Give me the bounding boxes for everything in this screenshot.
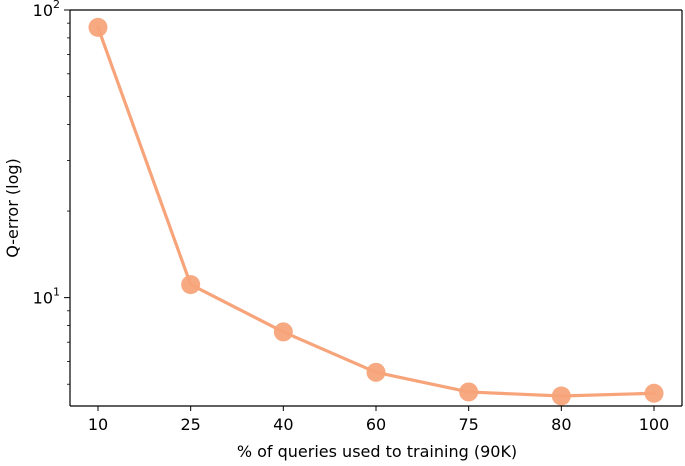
y-tick-label: 102 xyxy=(33,0,60,20)
data-point xyxy=(181,275,201,295)
data-point xyxy=(551,386,571,406)
x-tick-label: 75 xyxy=(458,415,478,434)
data-point xyxy=(459,382,479,402)
data-point xyxy=(273,322,293,342)
data-point xyxy=(644,383,664,403)
axes: 10 25 40 60 75 80 100 101 102 xyxy=(33,0,683,434)
data-point xyxy=(366,362,386,382)
series-line xyxy=(96,25,656,398)
x-tick-label: 10 xyxy=(88,415,108,434)
plot-area xyxy=(88,17,664,406)
y-axis-label: Q-error (log) xyxy=(3,158,22,258)
x-tick-label: 100 xyxy=(639,415,670,434)
x-tick-label: 60 xyxy=(366,415,386,434)
x-tick-label: 25 xyxy=(180,415,200,434)
x-tick-label: 40 xyxy=(273,415,293,434)
data-point xyxy=(88,17,108,37)
x-axis-label: % of queries used to training (90K) xyxy=(237,442,517,461)
y-tick-label: 101 xyxy=(33,286,60,308)
x-tick-label: 80 xyxy=(551,415,571,434)
